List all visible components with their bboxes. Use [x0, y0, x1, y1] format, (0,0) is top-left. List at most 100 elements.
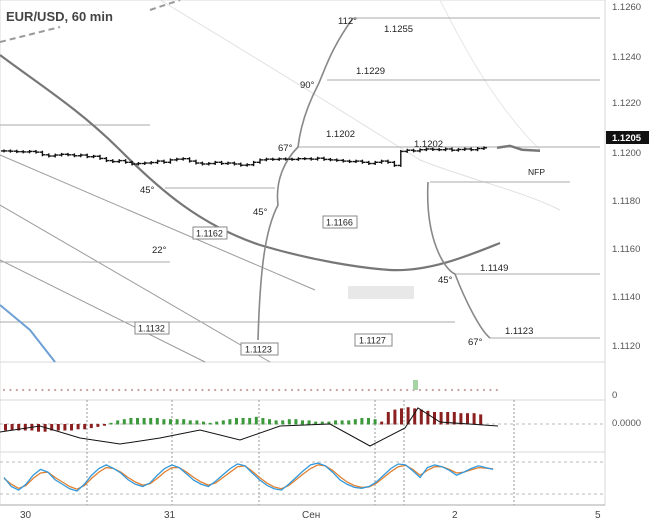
macd-bar — [136, 418, 139, 425]
price-tick-3: 1.1220 — [612, 98, 641, 109]
volume-dot — [47, 388, 50, 392]
level-label-1: 1.1255 — [384, 24, 413, 35]
macd-bar — [353, 419, 357, 425]
angle-label-3: 67° — [278, 143, 293, 154]
angle-45-b: 45° — [253, 207, 268, 218]
channel-line-mid — [0, 204, 271, 363]
macd-bar — [446, 412, 450, 425]
volume-dot — [207, 388, 210, 392]
time-tick-sep: Сен — [302, 510, 320, 521]
volume-dot — [2, 388, 6, 392]
macd-bar — [452, 412, 456, 425]
volume-dot — [86, 388, 89, 392]
volume-dot — [66, 388, 70, 392]
macd-bar — [268, 419, 271, 425]
macd-bar — [188, 420, 192, 425]
macd-bar — [347, 420, 351, 425]
volume-dot — [438, 388, 441, 392]
macd-bar — [221, 420, 225, 425]
volume-dot — [367, 388, 370, 392]
macd-bar — [254, 416, 258, 425]
macd-bar — [83, 424, 87, 430]
volume-dot — [201, 388, 204, 392]
macd-bar — [129, 418, 133, 425]
volume-dot — [348, 388, 351, 392]
macd-bar — [294, 419, 298, 425]
volume-dot — [79, 388, 82, 392]
macd-bar — [4, 424, 7, 431]
volume-dot — [482, 388, 486, 392]
volume-dot — [111, 388, 114, 392]
macd-bar — [334, 420, 337, 425]
callout-1166: 1.1166 — [326, 218, 353, 228]
volume-dot — [431, 388, 434, 392]
price-callouts: 1.1162 1.1166 1.1132 1.1123 1.1127 — [134, 215, 393, 356]
volume-dot — [393, 388, 396, 392]
macd-bar — [340, 420, 344, 425]
volume-dot — [188, 388, 191, 392]
macd-bar — [10, 424, 14, 431]
price-tick-1: 1.1260 — [612, 2, 641, 13]
volume-dot — [118, 388, 121, 392]
callout-1127: 1.1127 — [359, 336, 386, 346]
macd-bar — [419, 409, 423, 425]
volume-dot — [386, 388, 390, 392]
macd-bar — [400, 408, 403, 425]
volume-dot — [15, 388, 18, 392]
angle-22: 22° — [152, 245, 167, 256]
volume-dot — [162, 388, 166, 392]
volume-dot — [425, 388, 428, 392]
macd-histogram — [0, 407, 605, 447]
macd-bar — [367, 418, 370, 425]
volume-dot — [284, 388, 287, 392]
level-labels: 1.1255 112° 1.1229 90° 1.1202 67° 1.1202… — [140, 16, 545, 348]
dashed-trendline — [0, 26, 61, 43]
macd-bar — [327, 421, 331, 425]
volume-dot — [470, 388, 473, 392]
macd-bar — [70, 424, 73, 431]
macd-bar — [393, 409, 397, 425]
volume-dot — [156, 388, 159, 392]
macd-bar — [162, 419, 166, 425]
macd-bar — [228, 419, 232, 425]
macd-bar — [301, 420, 304, 425]
volume-dot — [233, 388, 236, 392]
macd-bar — [149, 418, 153, 425]
volume-dot — [34, 388, 38, 392]
volume-dot — [137, 388, 140, 392]
moving-average — [0, 54, 501, 272]
forecast-path — [496, 144, 541, 152]
angle-45-a: 45° — [140, 185, 155, 196]
volume-dot — [329, 388, 332, 392]
volume-dot — [303, 388, 306, 392]
macd-bar — [103, 424, 106, 426]
volume-dot — [290, 388, 294, 392]
macd-bar — [314, 421, 318, 425]
current-price-label: 1.1205 — [612, 133, 642, 144]
volume-dot — [271, 388, 274, 392]
macd-panel — [0, 399, 606, 453]
time-tick-31: 31 — [164, 510, 176, 521]
volume-dot — [252, 388, 255, 392]
macd-bar — [23, 424, 27, 431]
macd-bar — [241, 418, 245, 425]
macd-bar — [439, 412, 443, 425]
price-tick-6: 1.1160 — [612, 244, 640, 255]
macd-bar — [202, 421, 205, 425]
channel-line-lower — [0, 259, 206, 363]
level-label-6: 1.1123 — [505, 326, 533, 337]
macd-bar — [63, 424, 67, 431]
stochastic-lines — [0, 461, 605, 495]
macd-bar — [142, 418, 146, 425]
macd-bar — [406, 407, 410, 425]
macd-bar — [307, 420, 311, 425]
time-tick-2: 2 — [452, 510, 458, 521]
chart-title: EUR/USD, 60 min — [6, 9, 113, 24]
volume-dot — [444, 388, 447, 392]
volume-dot — [489, 388, 492, 392]
level-label-5: 1.1149 — [480, 263, 508, 274]
volume-dot — [22, 388, 25, 392]
volume-spike — [413, 380, 418, 390]
macd-bar — [386, 412, 390, 425]
